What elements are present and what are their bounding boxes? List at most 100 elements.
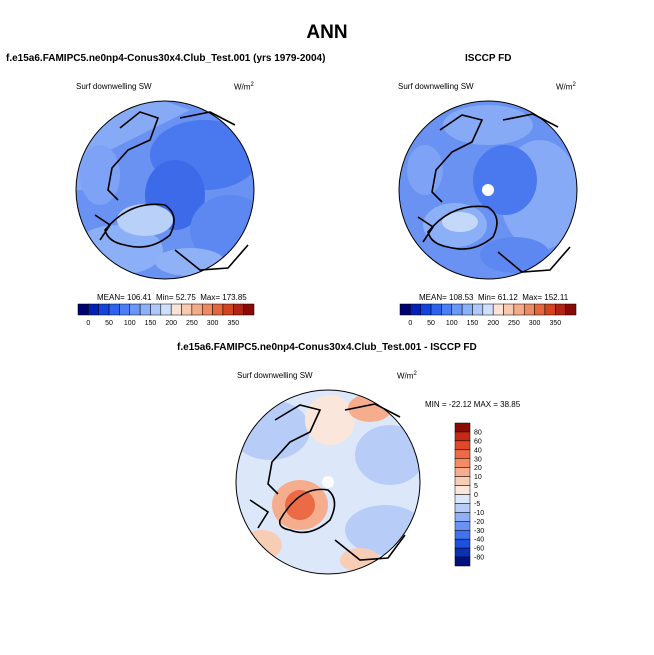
colorbar-box xyxy=(430,303,442,316)
coastline xyxy=(427,205,498,250)
colorbar-tick-label: 250 xyxy=(186,320,198,327)
colorbar-tick-label: 150 xyxy=(467,320,479,327)
colorbar-box xyxy=(454,538,471,549)
colorbar-box xyxy=(233,303,244,316)
coastline xyxy=(334,534,406,561)
colorbar-box xyxy=(420,303,432,316)
colorbar-tick-label: 350 xyxy=(227,320,239,327)
coastline xyxy=(497,246,571,273)
map-3-field-region xyxy=(236,400,310,460)
colorbar-tick-label: -5 xyxy=(474,501,480,508)
panel-1-stats: MEAN= 106.41 Min= 52.75 Max= 173.85 xyxy=(97,293,247,302)
map-1-model xyxy=(76,101,254,279)
map-1-coastlines xyxy=(94,111,249,271)
colorbar-box xyxy=(160,303,172,316)
panel-3-title: f.e15a6.FAMIPC5.ne0np4-Conus30x4.Club_Te… xyxy=(177,342,477,353)
colorbar-tick-label: -10 xyxy=(474,510,484,517)
colorbar-tick-label: -20 xyxy=(474,519,484,526)
colorbar-box xyxy=(454,476,471,486)
colorbar-box xyxy=(441,303,453,316)
colorbar-tick-label: 30 xyxy=(474,456,482,463)
coastline xyxy=(107,111,160,201)
colorbar-tick-label: 50 xyxy=(427,320,435,327)
map-2-border xyxy=(398,100,578,280)
main-title: ANN xyxy=(306,22,348,43)
colorbar-box xyxy=(454,467,471,477)
colorbar-box xyxy=(454,440,471,451)
colorbar-tick-label: 20 xyxy=(474,465,482,472)
colorbar-tick-label: 80 xyxy=(474,429,482,436)
colorbar-box xyxy=(119,303,131,316)
map-3-field-region xyxy=(242,530,282,560)
colorbar-tick-label: 0 xyxy=(474,492,478,499)
panel-2-variable: Surf downwelling SW xyxy=(398,82,474,91)
colorbar-box xyxy=(503,303,515,316)
colorbar-2: 0 50 100 150 200 250 300 350 xyxy=(399,303,577,327)
colorbar-tick-label: 50 xyxy=(105,320,113,327)
colorbar-box xyxy=(454,485,471,495)
panel-3-stats: MIN = -22.12 MAX = 38.85 xyxy=(425,400,521,409)
panel-3-variable: Surf downwelling SW xyxy=(237,371,313,380)
map-1-field-region xyxy=(117,204,173,236)
colorbar-box xyxy=(201,303,213,316)
colorbar-box xyxy=(454,494,471,504)
colorbar-box xyxy=(454,431,471,442)
colorbar-box xyxy=(98,303,110,316)
map-1-border xyxy=(75,100,255,280)
map-2-coastlines xyxy=(417,113,571,273)
coastline xyxy=(278,488,336,534)
colorbar-box xyxy=(482,303,494,316)
coastline xyxy=(104,203,175,248)
colorbar-box xyxy=(523,303,535,316)
map-2-field-region xyxy=(442,212,478,232)
map-3-coastlines xyxy=(249,403,406,561)
colorbar-tick-label: 200 xyxy=(165,320,177,327)
coastline xyxy=(431,114,484,203)
colorbar-box xyxy=(454,503,471,513)
coastline xyxy=(267,404,322,495)
colorbar-box xyxy=(454,422,471,433)
colorbar-tick-label: 5 xyxy=(474,483,478,490)
colorbar-tick-label: 150 xyxy=(145,320,157,327)
colorbar-tick-label: -30 xyxy=(474,528,484,535)
colorbar-1: 0 50 100 150 200 250 300 350 xyxy=(77,303,255,327)
map-3-field-region xyxy=(345,505,420,555)
map-2-field-region xyxy=(407,145,443,195)
map-2-field-region xyxy=(480,237,550,273)
map-2-field-region xyxy=(473,145,537,215)
colorbar-tick-label: 300 xyxy=(207,320,219,327)
colorbar-tick-label: 60 xyxy=(474,438,482,445)
colorbar-box xyxy=(565,303,577,316)
colorbar-box xyxy=(555,303,566,316)
colorbar-tick-label: -60 xyxy=(474,546,484,553)
colorbar-tick-label: 100 xyxy=(446,320,458,327)
colorbar-tick-label: 100 xyxy=(124,320,136,327)
map-2-pole-hole xyxy=(482,184,494,196)
panel-1-units: W/m2 xyxy=(234,82,254,92)
colorbar-box xyxy=(129,303,141,316)
colorbar-box xyxy=(472,303,484,316)
colorbar-tick-label: 0 xyxy=(408,320,412,327)
map-3-field-region xyxy=(285,490,315,520)
colorbar-box xyxy=(454,449,471,459)
panel-1-title: f.e15a6.FAMIPC5.ne0np4-Conus30x4.Club_Te… xyxy=(6,53,326,64)
colorbar-box xyxy=(454,512,471,522)
colorbar-tick-label: 350 xyxy=(549,320,561,327)
colorbar-box xyxy=(454,521,471,531)
coastline xyxy=(249,499,270,529)
coastline xyxy=(417,216,435,243)
panel-1-variable: Surf downwelling SW xyxy=(76,82,152,91)
map-3-field-region xyxy=(305,395,355,445)
colorbar-box xyxy=(181,303,193,316)
colorbar-box xyxy=(492,303,504,316)
colorbar-box xyxy=(410,303,421,316)
coastline xyxy=(179,111,236,126)
colorbar-box xyxy=(88,303,99,316)
colorbar-box xyxy=(534,303,546,316)
map-3-pole-hole xyxy=(322,476,334,488)
colorbar-tick-label: -40 xyxy=(474,537,484,544)
map-2-field-region xyxy=(443,105,533,145)
colorbar-box xyxy=(454,556,471,567)
coastline xyxy=(344,403,401,418)
